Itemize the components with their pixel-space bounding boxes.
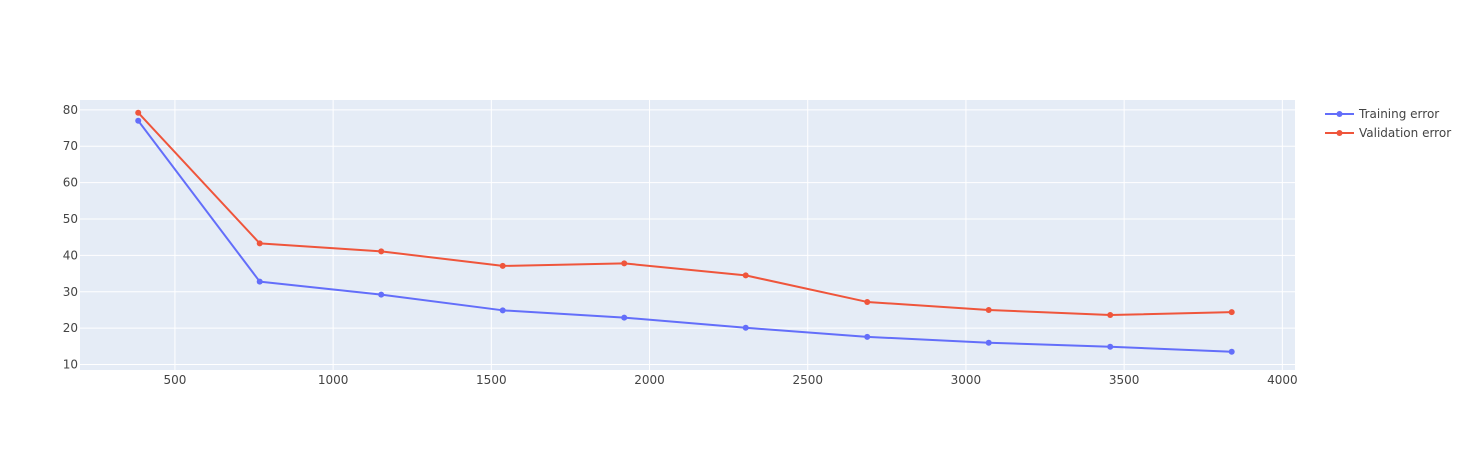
series-lines <box>137 112 1232 353</box>
y-tick-label: 20 <box>63 321 78 335</box>
legend-label: Validation error <box>1359 126 1451 140</box>
validation-error-point <box>1107 312 1114 319</box>
y-tick-label: 70 <box>63 139 78 153</box>
training-error-point <box>378 291 385 298</box>
validation-error-point <box>378 248 385 255</box>
training-error-point <box>135 117 142 124</box>
validation-error-point <box>135 109 142 116</box>
training-error-point <box>985 339 992 346</box>
training-error-point <box>742 324 749 331</box>
validation-error-point <box>1228 309 1235 316</box>
plot-background <box>80 100 1295 370</box>
x-tick-label: 3000 <box>951 373 982 387</box>
y-tick-label: 60 <box>63 176 78 190</box>
training-error-point <box>499 307 506 314</box>
legend-item-validation-error[interactable]: Validation error <box>1325 126 1451 140</box>
y-tick-label: 40 <box>63 248 78 262</box>
validation-error-point <box>864 298 871 305</box>
validation-error-line <box>137 112 1232 317</box>
x-tick-label: 3500 <box>1109 373 1140 387</box>
legend-label: Training error <box>1358 107 1439 121</box>
series-markers <box>135 109 1235 355</box>
training-error-point <box>1107 343 1114 350</box>
training-error-line <box>137 120 1232 353</box>
validation-error-point <box>985 306 992 313</box>
validation-error-point <box>499 262 506 269</box>
y-tick-label: 10 <box>63 358 78 372</box>
x-tick-label: 500 <box>163 373 186 387</box>
y-axis-ticks: 10 20 30 40 50 60 70 80 <box>63 103 78 372</box>
validation-error-point <box>621 260 628 267</box>
legend[interactable]: Training error Validation error <box>1325 107 1451 140</box>
x-tick-label: 1000 <box>318 373 349 387</box>
x-tick-label: 1500 <box>476 373 507 387</box>
legend-swatch-marker <box>1336 111 1343 117</box>
y-tick-label: 30 <box>63 285 78 299</box>
y-tick-label: 50 <box>63 212 78 226</box>
training-error-point <box>1228 348 1235 355</box>
y-tick-label: 80 <box>63 103 78 117</box>
training-error-point <box>256 278 263 285</box>
training-error-point <box>864 333 871 340</box>
x-tick-label: 4000 <box>1267 373 1298 387</box>
validation-error-point <box>742 272 749 279</box>
x-tick-label: 2500 <box>792 373 823 387</box>
x-tick-label: 2000 <box>634 373 665 387</box>
legend-item-training-error[interactable]: Training error <box>1325 107 1439 121</box>
legend-swatch-marker <box>1336 130 1343 136</box>
training-error-point <box>621 314 628 321</box>
x-axis-ticks: 500 1000 1500 2000 2500 3000 3500 4000 <box>163 373 1297 387</box>
grid-lines <box>80 100 1295 370</box>
validation-error-point <box>256 240 263 247</box>
